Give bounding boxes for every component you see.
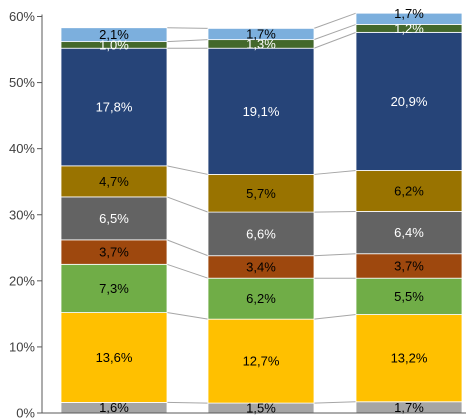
data-label: 1,0% [99, 37, 129, 52]
bar-segment [355, 12, 463, 25]
data-label: 13,2% [391, 351, 428, 366]
series-line [313, 31, 357, 49]
data-label: 3,4% [246, 259, 276, 274]
bar-segment [207, 27, 315, 41]
data-label: 3,7% [394, 258, 424, 273]
data-label: 6,2% [394, 183, 424, 198]
series-line [166, 263, 209, 279]
data-label: 1,7% [394, 400, 424, 415]
series-line [313, 314, 357, 320]
series-line [166, 165, 209, 175]
data-label: 1,5% [246, 401, 276, 416]
bar-segment [60, 312, 168, 403]
data-label: 1,6% [99, 400, 129, 415]
data-label: 1,3% [246, 36, 276, 51]
series-line [166, 312, 209, 320]
y-tick-label: 0% [16, 406, 35, 420]
data-label: 1,2% [394, 21, 424, 36]
bar-segment [60, 196, 168, 241]
y-tick-label: 60% [9, 9, 35, 24]
bar-segment [355, 314, 463, 403]
y-axis: 0% 10% 20% 30% 40% 50% 60% [9, 9, 466, 420]
data-label: 6,5% [99, 211, 129, 226]
data-label: 6,4% [394, 225, 424, 240]
bar-segment [60, 165, 168, 198]
series-line [166, 239, 209, 257]
data-label: 1,7% [246, 27, 276, 42]
bar-segments [60, 12, 463, 414]
series-line [166, 401, 209, 404]
bar-segment [207, 174, 315, 213]
y-tick-label: 50% [9, 75, 35, 90]
data-label: 1,7% [394, 6, 424, 21]
data-label: 20,9% [391, 94, 428, 109]
data-label: 2,1% [99, 27, 129, 42]
series-line [313, 253, 357, 257]
series-connector-lines [166, 12, 357, 404]
data-label: 4,7% [99, 174, 129, 189]
data-label: 6,2% [246, 291, 276, 306]
y-tick-label: 10% [9, 339, 35, 354]
series-line [166, 27, 209, 29]
data-label: 19,1% [243, 104, 280, 119]
data-label: 5,5% [394, 289, 424, 304]
series-line [166, 196, 209, 213]
series-line [313, 169, 357, 175]
data-label: 12,7% [243, 354, 280, 369]
bar-segment [60, 47, 168, 167]
y-tick-label: 30% [9, 207, 35, 222]
bar-segment [207, 318, 315, 404]
y-tick-label: 20% [9, 273, 35, 288]
bar-segment [207, 211, 315, 257]
series-line [166, 39, 209, 43]
segment-data-labels: 1,6% 1,5% 1,7% 13,6% 12,7% 13,2% 7,3% 6,2% 5,5% 3… [96, 6, 428, 416]
series-line [313, 210, 357, 213]
bar-segment [355, 211, 463, 255]
data-label: 5,7% [246, 186, 276, 201]
bar-segment [60, 27, 168, 43]
series-line [313, 401, 357, 404]
bar-segment [355, 31, 463, 171]
series-line [313, 12, 357, 29]
bar-segment [60, 239, 168, 265]
data-label: 6,6% [246, 226, 276, 241]
data-label: 3,7% [99, 245, 129, 260]
y-tick-label: 40% [9, 141, 35, 156]
bar-segment [355, 170, 463, 212]
bar-segment [207, 277, 315, 320]
bar-segment [60, 263, 168, 313]
series-line [313, 23, 357, 41]
data-label: 7,3% [99, 281, 129, 296]
data-label: 17,8% [96, 100, 133, 115]
data-label: 13,6% [96, 350, 133, 365]
bar-segment [355, 277, 463, 315]
